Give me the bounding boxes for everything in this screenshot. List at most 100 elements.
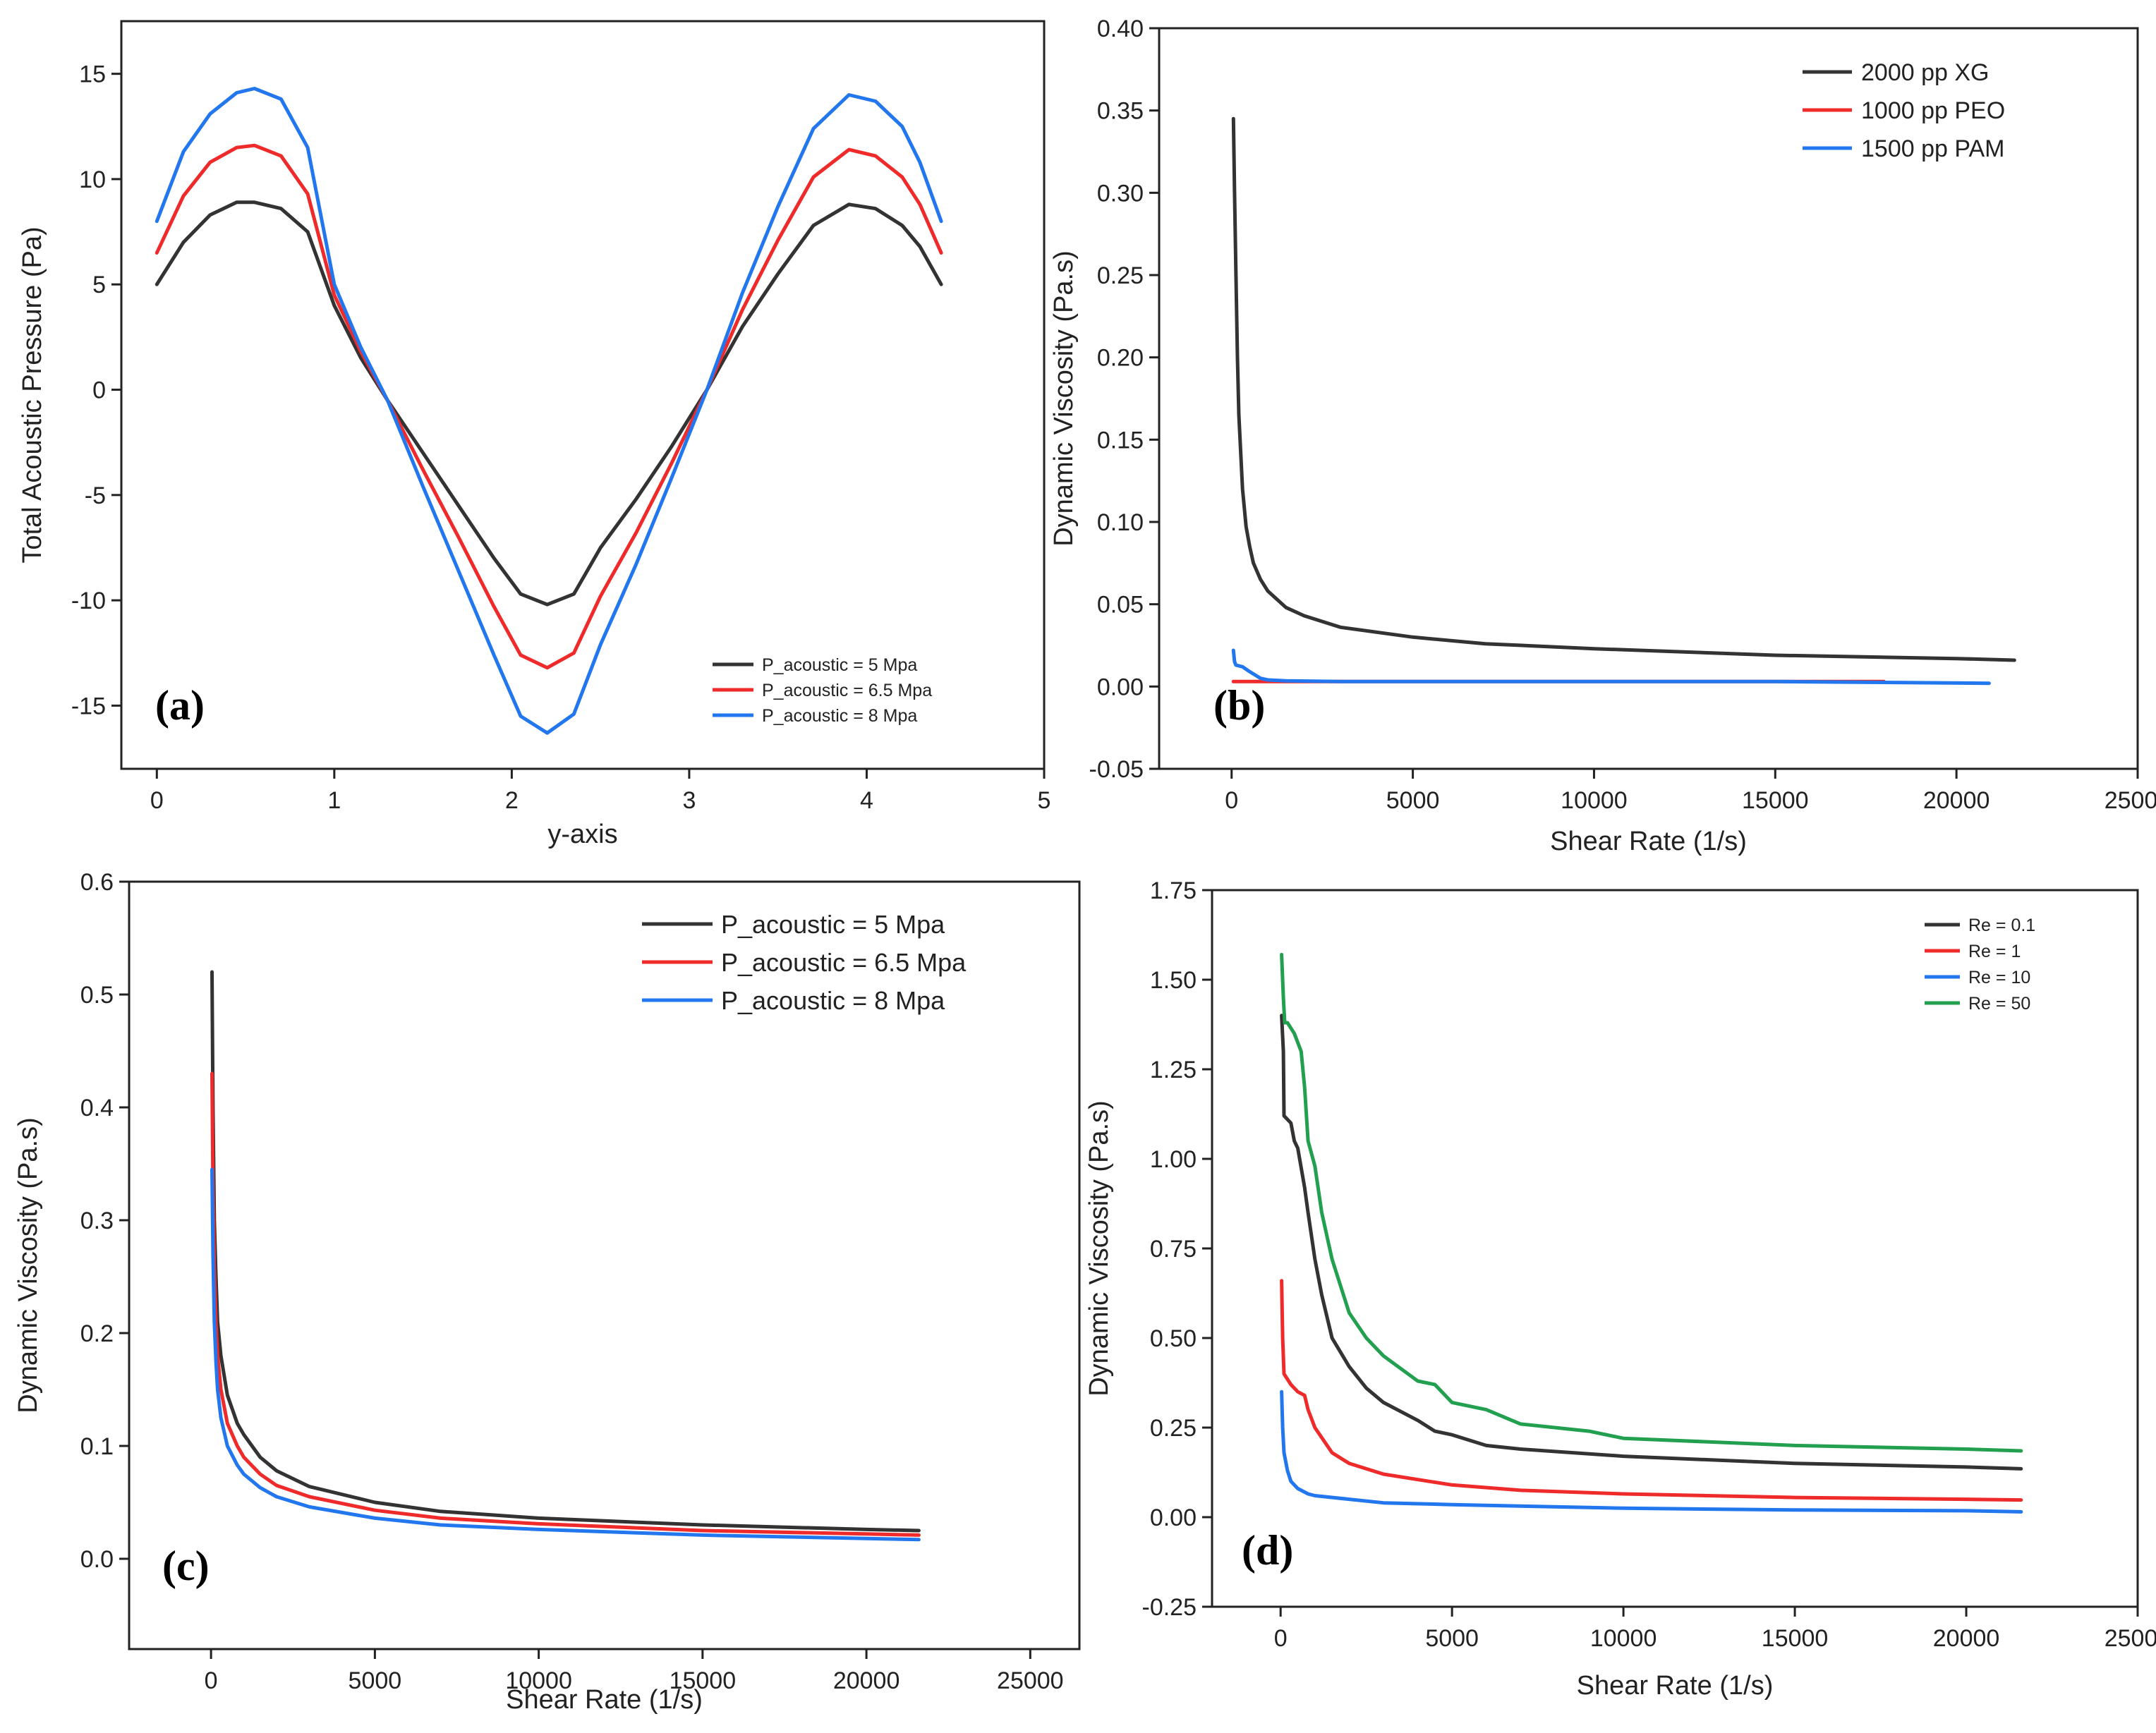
x-axis-title: Shear Rate (1/s) [1577,1671,1774,1701]
y-tick-label: 5 [92,272,106,298]
y-axis-title: Dynamic Viscosity (Pa.s) [13,1117,43,1413]
y-tick-label: 0.75 [1150,1236,1197,1263]
y-tick-label: 0.25 [1150,1415,1197,1442]
x-tick-label: 5 [1038,787,1051,814]
legend-label: P_acoustic = 8 Mpa [721,986,945,1015]
y-tick-label: -15 [71,693,106,719]
legend: P_acoustic = 5 Mpa P_acoustic = 6.5 Mpa P_… [642,910,967,1015]
legend-label: P_acoustic = 5 Mpa [762,655,917,675]
y-tick-label: 0.40 [1097,16,1144,42]
series-line-1 [1231,116,2016,662]
y-axis-title: Dynamic Viscosity (Pa.s) [1084,1100,1114,1397]
series-line-3 [210,1167,921,1542]
y-axis-title: Dynamic Viscosity (Pa.s) [1049,250,1079,547]
x-tick-label: 10000 [505,1667,572,1694]
plot-frame [120,20,1046,770]
legend-label: Re = 10 [1968,968,2030,987]
y-tick-label: 1.00 [1150,1146,1197,1173]
y-tick-label: 1.50 [1150,967,1197,994]
x-tick-label: 25000 [997,1667,1064,1694]
chart-panel-d: 0 5000 10000 15000 20000 25000 -0.25 0.00 0.25 0.… [1084,877,2156,1701]
plot-frame [128,880,1081,1650]
y-tick-label: 0.1 [80,1433,114,1460]
y-tick-label: -10 [71,588,106,614]
x-tick-label: 10000 [1590,1625,1657,1652]
panel-tag: (a) [155,682,205,729]
y-tick-label: 0.10 [1097,509,1144,536]
x-tick-label: 0 [1225,787,1238,814]
y-axis-title: Total Acoustic Pressure (Pa) [18,226,47,563]
y-tick-label: 0.35 [1097,98,1144,125]
y-tick-label: 0.00 [1097,674,1144,700]
y-tick-label: -5 [85,482,106,509]
legend-label: 1000 pp PEO [1861,97,2005,124]
x-tick-label: 0 [150,787,164,814]
x-axis-title: Shear Rate (1/s) [506,1685,703,1715]
legend: 2000 pp XG 1000 pp PEO 1500 pp PAM [1803,59,2005,162]
series-line-2 [1280,1279,2023,1502]
series-line-1 [1280,1014,2023,1471]
y-tick-label: 0.50 [1150,1325,1197,1352]
legend-label: 1500 pp PAM [1861,135,2005,162]
legend-label: P_acoustic = 5 Mpa [721,910,945,939]
panel-tag: (d) [1242,1527,1293,1574]
x-tick-label: 0 [1274,1625,1288,1652]
y-tick-label: 1.25 [1150,1057,1197,1083]
series-line-2 [155,143,943,670]
plot-frame [1158,27,2139,770]
x-tick-label: 3 [682,787,696,814]
y-tick-label: 0.15 [1097,427,1144,454]
y-tick-label: 0.20 [1097,345,1144,372]
x-tick-label: 20000 [1933,1625,2000,1652]
x-tick-label: 25000 [2104,1625,2156,1652]
y-tick-label: 15 [79,61,106,88]
series-line-3 [1280,1390,2023,1514]
series-line-1 [155,200,943,607]
x-tick-label: 2 [505,787,519,814]
legend-label: Re = 1 [1968,942,2021,961]
x-tick-label: 10000 [1561,787,1628,814]
y-tick-label: 0.30 [1097,180,1144,207]
legend-label: P_acoustic = 8 Mpa [762,706,917,726]
legend-label: Re = 50 [1968,994,2030,1014]
legend-label: Re = 0.1 [1968,916,2035,935]
y-tick-label: 0.05 [1097,592,1144,619]
x-tick-label: 5000 [1425,1625,1479,1652]
legend-label: P_acoustic = 6.5 Mpa [721,948,967,977]
x-tick-label: 15000 [1742,787,1809,814]
y-tick-label: 0.0 [80,1546,114,1573]
x-axis-title: y-axis [547,820,617,849]
y-tick-label: -0.05 [1089,756,1144,783]
chart-panel-a: 0 1 2 3 4 5 -15 -10 -5 0 5 10 15 y-axis Total Acoustic… [18,20,1051,849]
y-tick-label: 0.5 [80,982,114,1009]
x-tick-label: 15000 [1762,1625,1829,1652]
series-line-3 [1231,648,1991,686]
series-line-3 [155,87,943,735]
y-tick-label: 0.3 [80,1208,114,1234]
y-tick-label: 0.4 [80,1095,114,1121]
panel-tag: (b) [1213,682,1265,729]
x-tick-label: 20000 [1923,787,1990,814]
y-tick-label: 0.00 [1150,1504,1197,1531]
y-tick-label: 0.25 [1097,262,1144,289]
series-line-4 [1280,952,2023,1453]
y-tick-label: -0.25 [1142,1594,1197,1621]
x-tick-label: 20000 [833,1667,900,1694]
chart-panel-b: 0 5000 10000 15000 20000 25000 -0.05 0.00 0.05 0.… [1049,16,2156,856]
x-axis-title: Shear Rate (1/s) [1550,827,1747,856]
x-tick-label: 25000 [2104,787,2156,814]
x-tick-label: 1 [327,787,341,814]
legend: P_acoustic = 5 Mpa P_acoustic = 6.5 Mpa P_… [713,655,932,726]
y-tick-label: 0.2 [80,1320,114,1347]
x-tick-label: 15000 [670,1667,737,1694]
x-tick-label: 5000 [1386,787,1440,814]
chart-panel-c: 0 5000 10000 15000 20000 25000 0.0 0.1 0.2 0.3 0.4… [13,869,1081,1715]
x-tick-label: 4 [860,787,873,814]
y-tick-label: 0 [92,377,106,404]
x-tick-label: 5000 [349,1667,402,1694]
x-tick-label: 0 [205,1667,218,1694]
y-tick-label: 1.75 [1150,877,1197,904]
y-tick-label: 10 [79,166,106,193]
legend-label: P_acoustic = 6.5 Mpa [762,681,932,700]
